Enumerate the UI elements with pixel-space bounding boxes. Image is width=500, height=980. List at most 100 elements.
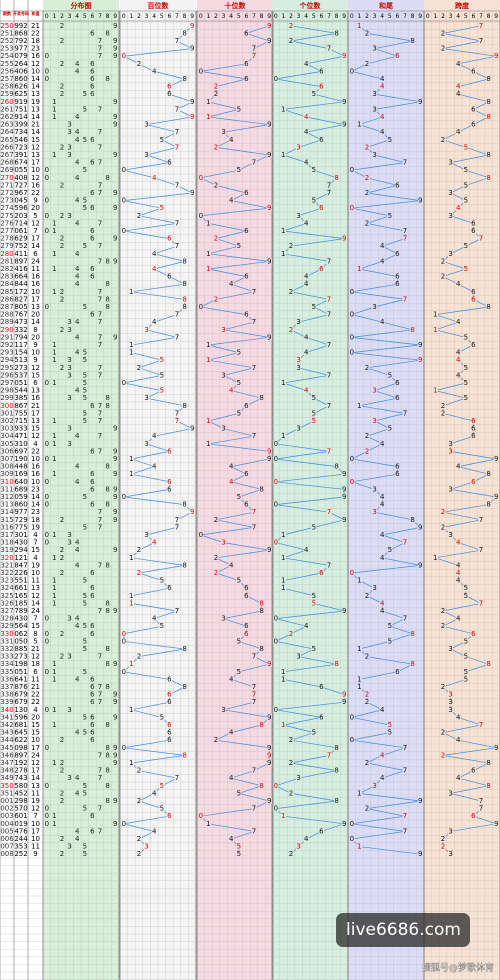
cell-bg (463, 182, 469, 189)
trend-digit: 8 (486, 174, 490, 182)
cell-bg (463, 395, 469, 402)
sum: 14 (31, 242, 40, 250)
trend-digit: 3 (372, 417, 376, 425)
trend-digit: 4 (152, 615, 157, 623)
trend-digit: 9 (267, 151, 271, 159)
number: 897 (14, 257, 27, 265)
cell-bg (251, 288, 257, 295)
number: 273 (14, 364, 27, 372)
cell-bg (379, 440, 385, 447)
trend-digit: 4 (304, 128, 309, 136)
period: 315 (0, 516, 13, 524)
cell-bg (349, 820, 355, 827)
trend-digit: 4 (456, 371, 461, 379)
distribution-digit: 4 (75, 265, 80, 273)
distribution-digit: 6 (90, 67, 95, 75)
sum: 22 (31, 691, 40, 699)
cell-bg (296, 144, 302, 151)
cell-bg (166, 699, 172, 706)
distribution-digit: 5 (83, 387, 87, 395)
trend-digit: 2 (137, 212, 141, 220)
cell-bg (273, 455, 279, 463)
trend-digit: 2 (214, 235, 218, 243)
distribution-digit: 2 (60, 767, 64, 775)
cell-bg (478, 805, 484, 812)
cell-bg (228, 478, 234, 485)
cell-bg (213, 737, 219, 744)
number: 298 (14, 797, 27, 805)
number: 353 (14, 843, 27, 851)
sum: 21 (31, 121, 40, 129)
trend-digit: 4 (152, 174, 157, 182)
cell-bg (470, 478, 476, 485)
cell-bg (455, 349, 461, 356)
number: 430 (14, 615, 27, 623)
sum: 9 (33, 356, 37, 364)
distribution-digit: 6 (90, 83, 95, 91)
period: 307 (0, 455, 13, 463)
sum: 15 (31, 371, 40, 379)
distribution-digit: 7 (98, 219, 102, 227)
trend-digit: 2 (365, 447, 369, 455)
trend-digit: 3 (372, 90, 376, 98)
distribution-digit: 1 (52, 721, 56, 729)
distribution-digit: 6 (90, 736, 95, 744)
cell-bg (334, 463, 340, 470)
trend-digit: 1 (357, 683, 361, 691)
distribution-digit: 2 (60, 212, 64, 220)
number: 751 (14, 105, 27, 113)
period: 252 (0, 37, 13, 45)
distribution-digit: 6 (90, 729, 95, 737)
cell-bg (379, 258, 385, 265)
cell-bg (121, 197, 127, 204)
distribution-digit: 4 (75, 478, 80, 486)
distribution-digit: 0 (45, 174, 49, 182)
distribution-digit: 7 (98, 827, 102, 835)
distribution-digit: 3 (67, 440, 71, 448)
period: 346 (0, 751, 14, 759)
cell-bg (356, 22, 362, 29)
trend-digit: 8 (334, 660, 338, 668)
sum: 16 (31, 463, 40, 471)
cell-bg (182, 402, 188, 409)
trend-digit: 4 (304, 159, 309, 167)
trend-digit: 1 (206, 820, 210, 828)
trend-digit: 2 (289, 288, 293, 296)
distribution-digit: 5 (83, 379, 87, 387)
cell-bg (166, 721, 172, 729)
cell-bg (379, 531, 385, 539)
trend-digit: 6 (244, 60, 249, 68)
trend-digit: 2 (214, 569, 218, 577)
number: 622 (14, 736, 27, 744)
distribution-digit: 0 (45, 812, 49, 820)
cell-bg (198, 303, 204, 311)
cell-bg (394, 53, 400, 60)
period: 329 (0, 622, 13, 630)
trend-digit: 4 (380, 242, 385, 250)
cell-bg (136, 851, 142, 858)
cell-bg (236, 106, 242, 113)
trend-digit: 3 (144, 121, 148, 129)
header-digit: 3 (449, 13, 453, 20)
header-title: 跨度 (455, 1, 470, 10)
trend-digit: 8 (334, 174, 338, 182)
cell-bg (228, 136, 234, 143)
distribution-digit: 0 (45, 75, 49, 83)
cell-bg (364, 759, 370, 767)
trend-digit: 7 (403, 744, 407, 752)
period: 008 (0, 850, 13, 858)
trend-digit: 6 (319, 827, 324, 835)
cell-bg (417, 341, 423, 349)
trend-digit: 0 (274, 782, 278, 790)
period: 256 (0, 67, 14, 75)
cell-bg (440, 729, 446, 736)
distribution-digit: 6 (90, 675, 95, 683)
cell-bg (144, 843, 150, 850)
trend-digit: 5 (464, 166, 468, 174)
cell-bg (440, 752, 446, 759)
cell-bg (236, 668, 242, 675)
distribution-digit: 5 (83, 409, 87, 417)
trend-digit: 5 (160, 577, 164, 585)
cell-bg (402, 227, 408, 235)
distribution-digit: 1 (52, 668, 56, 676)
